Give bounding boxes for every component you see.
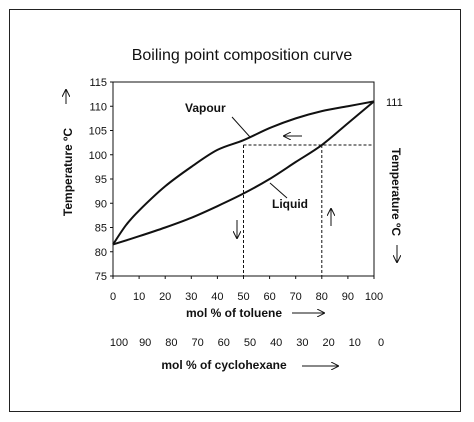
end-value-label: 111 xyxy=(386,97,403,109)
leader-line-vapour xyxy=(231,116,251,138)
x2-tick-label: 60 xyxy=(218,337,230,349)
x-tick-label: 70 xyxy=(290,291,302,303)
x-tick-label: 20 xyxy=(159,291,171,303)
y-tick-label: 105 xyxy=(89,126,107,138)
y-tick-label: 100 xyxy=(89,150,107,162)
x-tick-label: 100 xyxy=(365,291,383,303)
chart-title: Boiling point composition curve xyxy=(132,47,353,64)
x2-tick-label: 10 xyxy=(349,337,361,349)
x2-tick-label: 90 xyxy=(139,337,151,349)
x-tick-label: 30 xyxy=(185,291,197,303)
y-tick-label: 75 xyxy=(95,271,107,283)
series-line-liquid xyxy=(112,100,375,246)
y-tick-label: 85 xyxy=(95,223,107,235)
x2-tick-label: 40 xyxy=(270,337,282,349)
x-tick-label: 0 xyxy=(110,291,116,303)
x-tick-label: 40 xyxy=(211,291,223,303)
x-tick-label: 10 xyxy=(133,291,145,303)
x2-tick-label: 0 xyxy=(378,337,384,349)
x2-tick-label: 50 xyxy=(244,337,256,349)
figure-frame xyxy=(9,9,461,412)
x2-tick-label: 30 xyxy=(296,337,308,349)
x2-tick-label: 70 xyxy=(191,337,203,349)
x2-axis-label: mol % of cyclohexane xyxy=(161,358,287,372)
leader-line-liquid xyxy=(269,182,288,199)
x2-tick-label: 20 xyxy=(322,337,334,349)
y-tick-label: 110 xyxy=(89,101,107,113)
y-axis-label-right: Temperature ºC xyxy=(389,148,403,237)
x2-tick-label: 100 xyxy=(110,337,128,349)
x-tick-label: 80 xyxy=(316,291,328,303)
x-tick-label: 60 xyxy=(263,291,275,303)
y-tick-label: 115 xyxy=(89,77,107,89)
y-axis-label-left: Temperature ºC xyxy=(61,128,75,217)
x2-tick-label: 80 xyxy=(165,337,177,349)
series-label-liquid: Liquid xyxy=(272,197,308,211)
y-tick-label: 95 xyxy=(95,174,107,186)
y-tick-label: 90 xyxy=(95,198,107,210)
x-tick-label: 50 xyxy=(237,291,249,303)
y-tick-label: 80 xyxy=(95,247,107,259)
x-tick-label: 90 xyxy=(342,291,354,303)
x-axis-label: mol % of toluene xyxy=(186,306,282,320)
series-label-vapour: Vapour xyxy=(185,101,226,115)
series-line-vapour xyxy=(112,100,375,246)
